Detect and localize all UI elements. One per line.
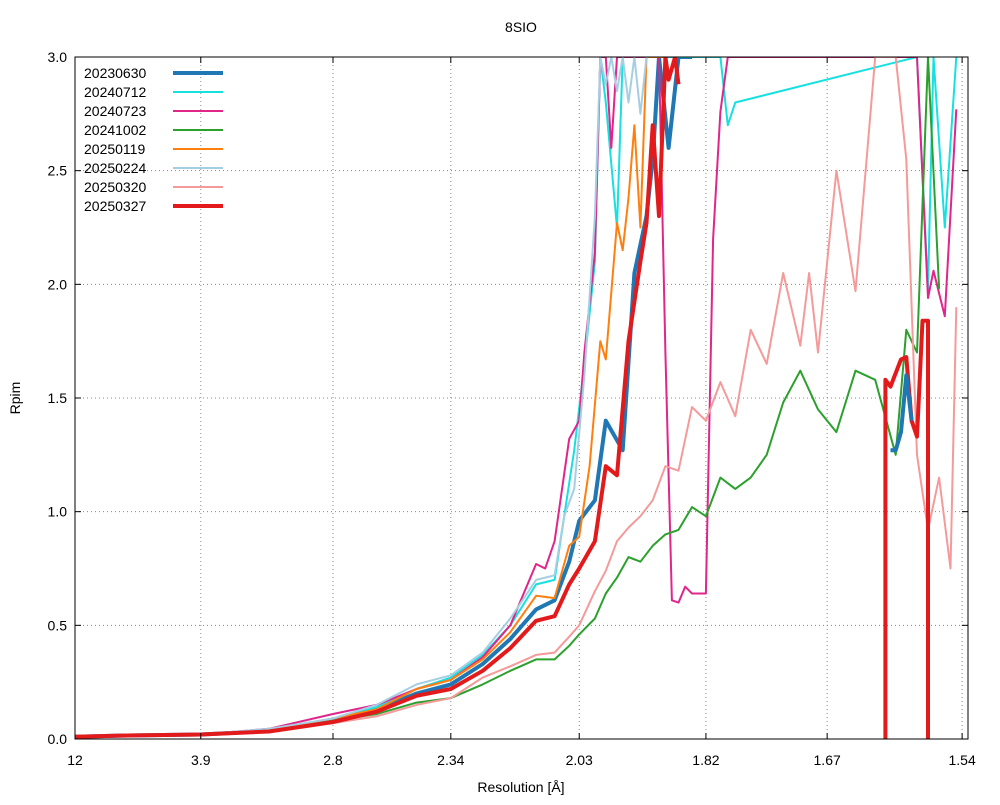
x-tick-label: 12 (67, 752, 83, 768)
x-tick-label: 1.82 (692, 752, 719, 768)
y-axis-label: Rpim (7, 382, 23, 415)
x-axis-label: Resolution [Å] (477, 779, 564, 795)
x-tick-label: 2.03 (566, 752, 593, 768)
x-tick-label: 1.54 (948, 752, 975, 768)
y-tick-label: 1.5 (48, 390, 68, 406)
x-tick-label: 1.67 (814, 752, 841, 768)
y-tick-label: 1.0 (48, 504, 68, 520)
grid-layer (75, 57, 968, 739)
legend-label-20240712: 20240712 (84, 84, 147, 100)
legend-label-20241002: 20241002 (84, 122, 147, 138)
y-tick-label: 0.5 (48, 617, 68, 633)
legend-label-20250119: 20250119 (84, 141, 145, 157)
series-line-20241002 (75, 57, 941, 738)
x-tick-label: 2.34 (437, 752, 464, 768)
y-tick-label: 2.0 (48, 276, 68, 292)
legend-label-20250224: 20250224 (84, 160, 147, 176)
legend-label-20250327: 20250327 (84, 198, 147, 214)
chart-title: 8SIO (505, 19, 537, 35)
y-tick-label: 0.0 (48, 731, 68, 747)
series-layer (75, 57, 958, 739)
series-line-20250224 (75, 57, 648, 738)
series-line-20250327 (75, 57, 681, 739)
tick-layer: 0.0 0.5 1.0 1.5 2.0 2.5 3.0 12 3.9 2.8 2.34 2.03 1.8… (48, 49, 976, 768)
y-tick-label: 3.0 (48, 49, 68, 65)
series-segment-20230630 (890, 373, 914, 453)
x-tick-label: 3.9 (191, 752, 211, 768)
legend-label-20250320: 20250320 (84, 179, 147, 195)
legend-label-20230630: 20230630 (84, 65, 147, 81)
y-tick-label: 2.5 (48, 163, 68, 179)
series-line-20250119 (75, 57, 666, 738)
legend: 20230630 20240712 20240723 20241002 20250119… (84, 65, 223, 214)
series-line-20250320 (75, 57, 958, 738)
legend-label-20240723: 20240723 (84, 103, 147, 119)
x-tick-label: 2.8 (323, 752, 343, 768)
series-line-20230630 (75, 57, 692, 739)
